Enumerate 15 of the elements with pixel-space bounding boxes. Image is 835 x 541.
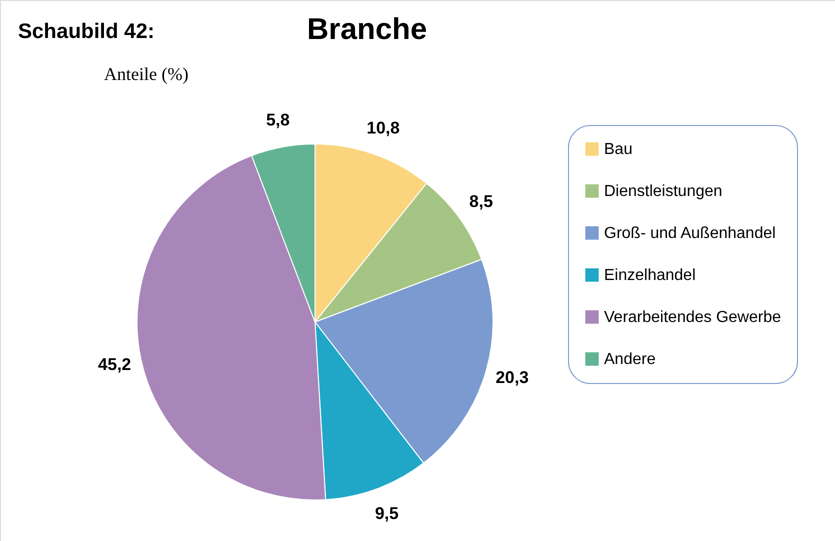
legend-label: Einzelhandel [604, 267, 696, 284]
data-label: 8,5 [469, 192, 493, 211]
text: Schaubild 42: [18, 20, 155, 43]
data-label: 9,5 [374, 504, 399, 524]
legend-label: Groß- und Außenhandel [604, 225, 776, 242]
legend-label: Verarbeitendes Gewerbe [604, 309, 782, 326]
chart-title: Branche [306, 13, 428, 46]
data-label: 5,8 [266, 110, 290, 130]
data-label: 45,2 [98, 355, 132, 374]
chart-subtitle: Anteile (%) [104, 64, 188, 84]
legend-label: Dienstleistungen [604, 183, 722, 200]
legend-label: Bau [604, 141, 632, 158]
legend-label: Andere [604, 351, 656, 368]
data-label: 10,8 [366, 118, 400, 138]
data-label: 20,3 [496, 368, 529, 388]
